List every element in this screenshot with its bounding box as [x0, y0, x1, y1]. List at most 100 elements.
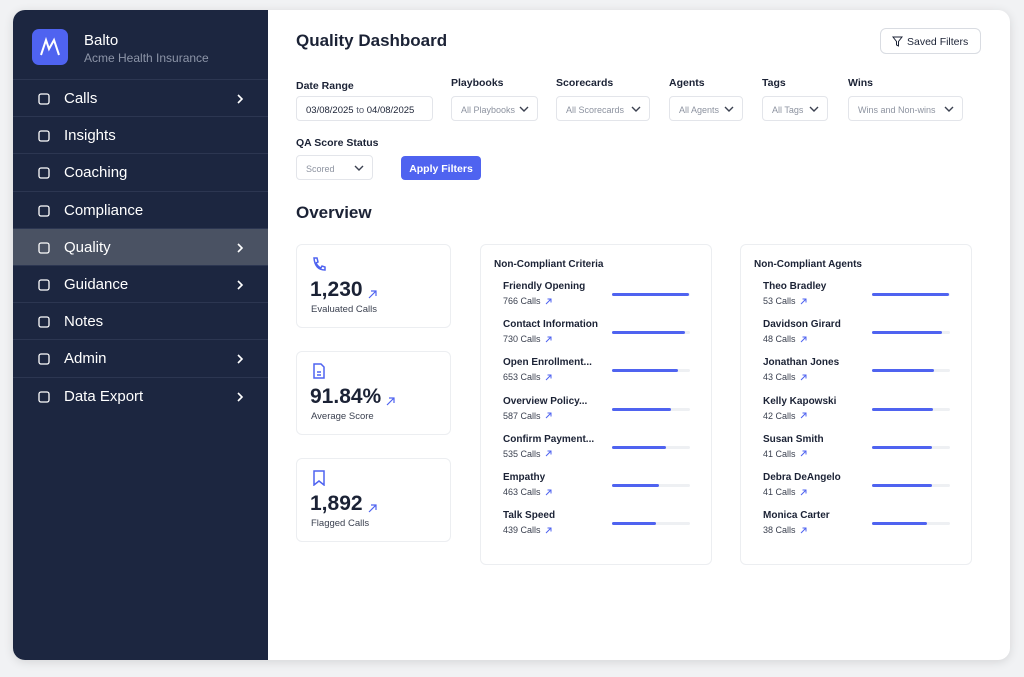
dropdown[interactable]: Wins and Non-wins [848, 96, 963, 121]
stat-label: Evaluated Calls [311, 304, 378, 315]
dropdown-value: All Playbooks [461, 105, 516, 115]
bar-track [872, 293, 950, 296]
stat-value: 91.84% [310, 385, 395, 409]
panel-title: Non-Compliant Criteria [494, 259, 604, 270]
calls-unit: Calls [520, 448, 541, 459]
dropdown[interactable]: All Scorecards [556, 96, 650, 121]
trend-arrow [545, 450, 552, 457]
calls-count: 41 [763, 448, 774, 459]
bar-track [612, 369, 690, 373]
calls-count: 41 [763, 487, 774, 497]
bar [872, 331, 942, 335]
apply-filters-button[interactable]: Apply Filters [401, 156, 481, 180]
calls-count: 535 [503, 448, 519, 459]
calls-count: 730 [503, 334, 519, 345]
stat-value: 1,892 [310, 492, 377, 516]
chevron [237, 354, 244, 364]
menu-item[interactable]: Admin [13, 339, 268, 376]
chevron [237, 243, 244, 253]
trend-arrow [545, 489, 552, 495]
menu-item[interactable]: Compliance [13, 190, 268, 228]
menu-item[interactable]: Coaching [13, 153, 268, 190]
bar [612, 445, 666, 449]
filter-label: Date Range [296, 80, 354, 92]
dropdown[interactable]: All Agents [669, 96, 743, 121]
dropdown[interactable]: All Playbooks [451, 96, 538, 121]
stat-card: 1,892 Flagged Calls [296, 458, 451, 542]
brand: Balto [84, 32, 119, 49]
dropdown[interactable]: Scored [296, 155, 373, 180]
stat-number: 1,230 [310, 278, 363, 301]
menu-label: Guidance [64, 276, 129, 293]
calls-count: 766 [503, 296, 519, 306]
bar [612, 331, 686, 335]
menu-item[interactable]: Guidance [13, 265, 268, 302]
menu-icon [38, 242, 50, 254]
date-range-input[interactable]: 03/08/2025 to 04/08/2025 [296, 96, 433, 121]
menu-icon [38, 316, 50, 328]
row-name: Friendly Opening [503, 281, 586, 292]
dropdown-value: All Scorecards [566, 105, 625, 115]
row-name: Confirm Payment... [503, 433, 595, 445]
filter-label: Scorecards [556, 77, 614, 89]
bar-track [612, 331, 690, 335]
calls-unit: Calls [775, 525, 796, 536]
dropdown-value: All Agents [679, 105, 720, 115]
menu-item[interactable]: Calls [13, 79, 268, 116]
dropdown-value: Scored [306, 164, 335, 174]
panel-title: Non-Compliant Agents [754, 259, 862, 270]
menu-icon [38, 130, 50, 142]
menu-label: Insights [64, 127, 116, 145]
dropdown[interactable]: All Tags [762, 96, 828, 121]
trend-arrow [368, 290, 377, 299]
list-panel: Non-Compliant Agents Theo Bradley 53 Calls… [740, 244, 972, 565]
calls-count: 439 [503, 525, 519, 536]
bar [612, 522, 657, 526]
bar-track [612, 522, 690, 526]
bar-track [872, 445, 950, 449]
trend-arrow [368, 504, 377, 513]
menu-label: Data Export [64, 387, 144, 405]
filter-label: Tags [762, 77, 786, 89]
row-name: Contact Information [503, 319, 598, 331]
bar-track [612, 407, 690, 411]
row-name: Debra DeAngelo [763, 472, 841, 483]
saved-filters-button[interactable]: Saved Filters [880, 28, 981, 54]
bar [872, 369, 935, 373]
row-calls: 730 Calls [503, 334, 552, 344]
menu-label: Calls [64, 90, 98, 107]
trend-arrow [545, 527, 552, 534]
row-name: Davidson Girard [763, 319, 841, 331]
row-calls: 653 Calls [503, 372, 552, 382]
calls-unit: Calls [520, 487, 541, 497]
calls-unit: Calls [775, 448, 796, 459]
chevron [237, 392, 244, 402]
menu-label: Quality [64, 238, 111, 256]
bar [872, 522, 928, 526]
filter-label: Playbooks [451, 77, 504, 89]
stat-label: Flagged Calls [311, 518, 370, 529]
calls-count: 463 [503, 487, 519, 497]
menu-item[interactable]: Quality [13, 227, 268, 265]
row-calls: 38 Calls [763, 525, 807, 535]
calls-count: 38 [763, 525, 774, 536]
stat-card: 91.84% Average Score [296, 351, 451, 435]
row-calls: 41 Calls [763, 449, 807, 459]
date-start: 03/08/2025 [306, 105, 354, 116]
menu-item[interactable]: Notes [13, 302, 268, 339]
trend-arrow [800, 336, 807, 343]
menu-label: Compliance [64, 201, 144, 219]
bar-track [612, 293, 690, 296]
list-panel: Non-Compliant Criteria Friendly Opening 76… [480, 244, 712, 565]
row-calls: 535 Calls [503, 449, 552, 459]
stat-card: 1,230 Evaluated Calls [296, 244, 451, 328]
menu-item[interactable]: Insights [13, 116, 268, 153]
bar-track [872, 369, 950, 373]
row-calls: 587 Calls [503, 411, 552, 421]
dropdown-value: Wins and Non-wins [858, 105, 936, 115]
bar [872, 293, 949, 296]
menu-item[interactable]: Data Export [13, 376, 268, 414]
calls-unit: Calls [520, 372, 541, 383]
date-end: 04/08/2025 [366, 105, 415, 116]
stat-number: 1,892 [310, 492, 363, 515]
